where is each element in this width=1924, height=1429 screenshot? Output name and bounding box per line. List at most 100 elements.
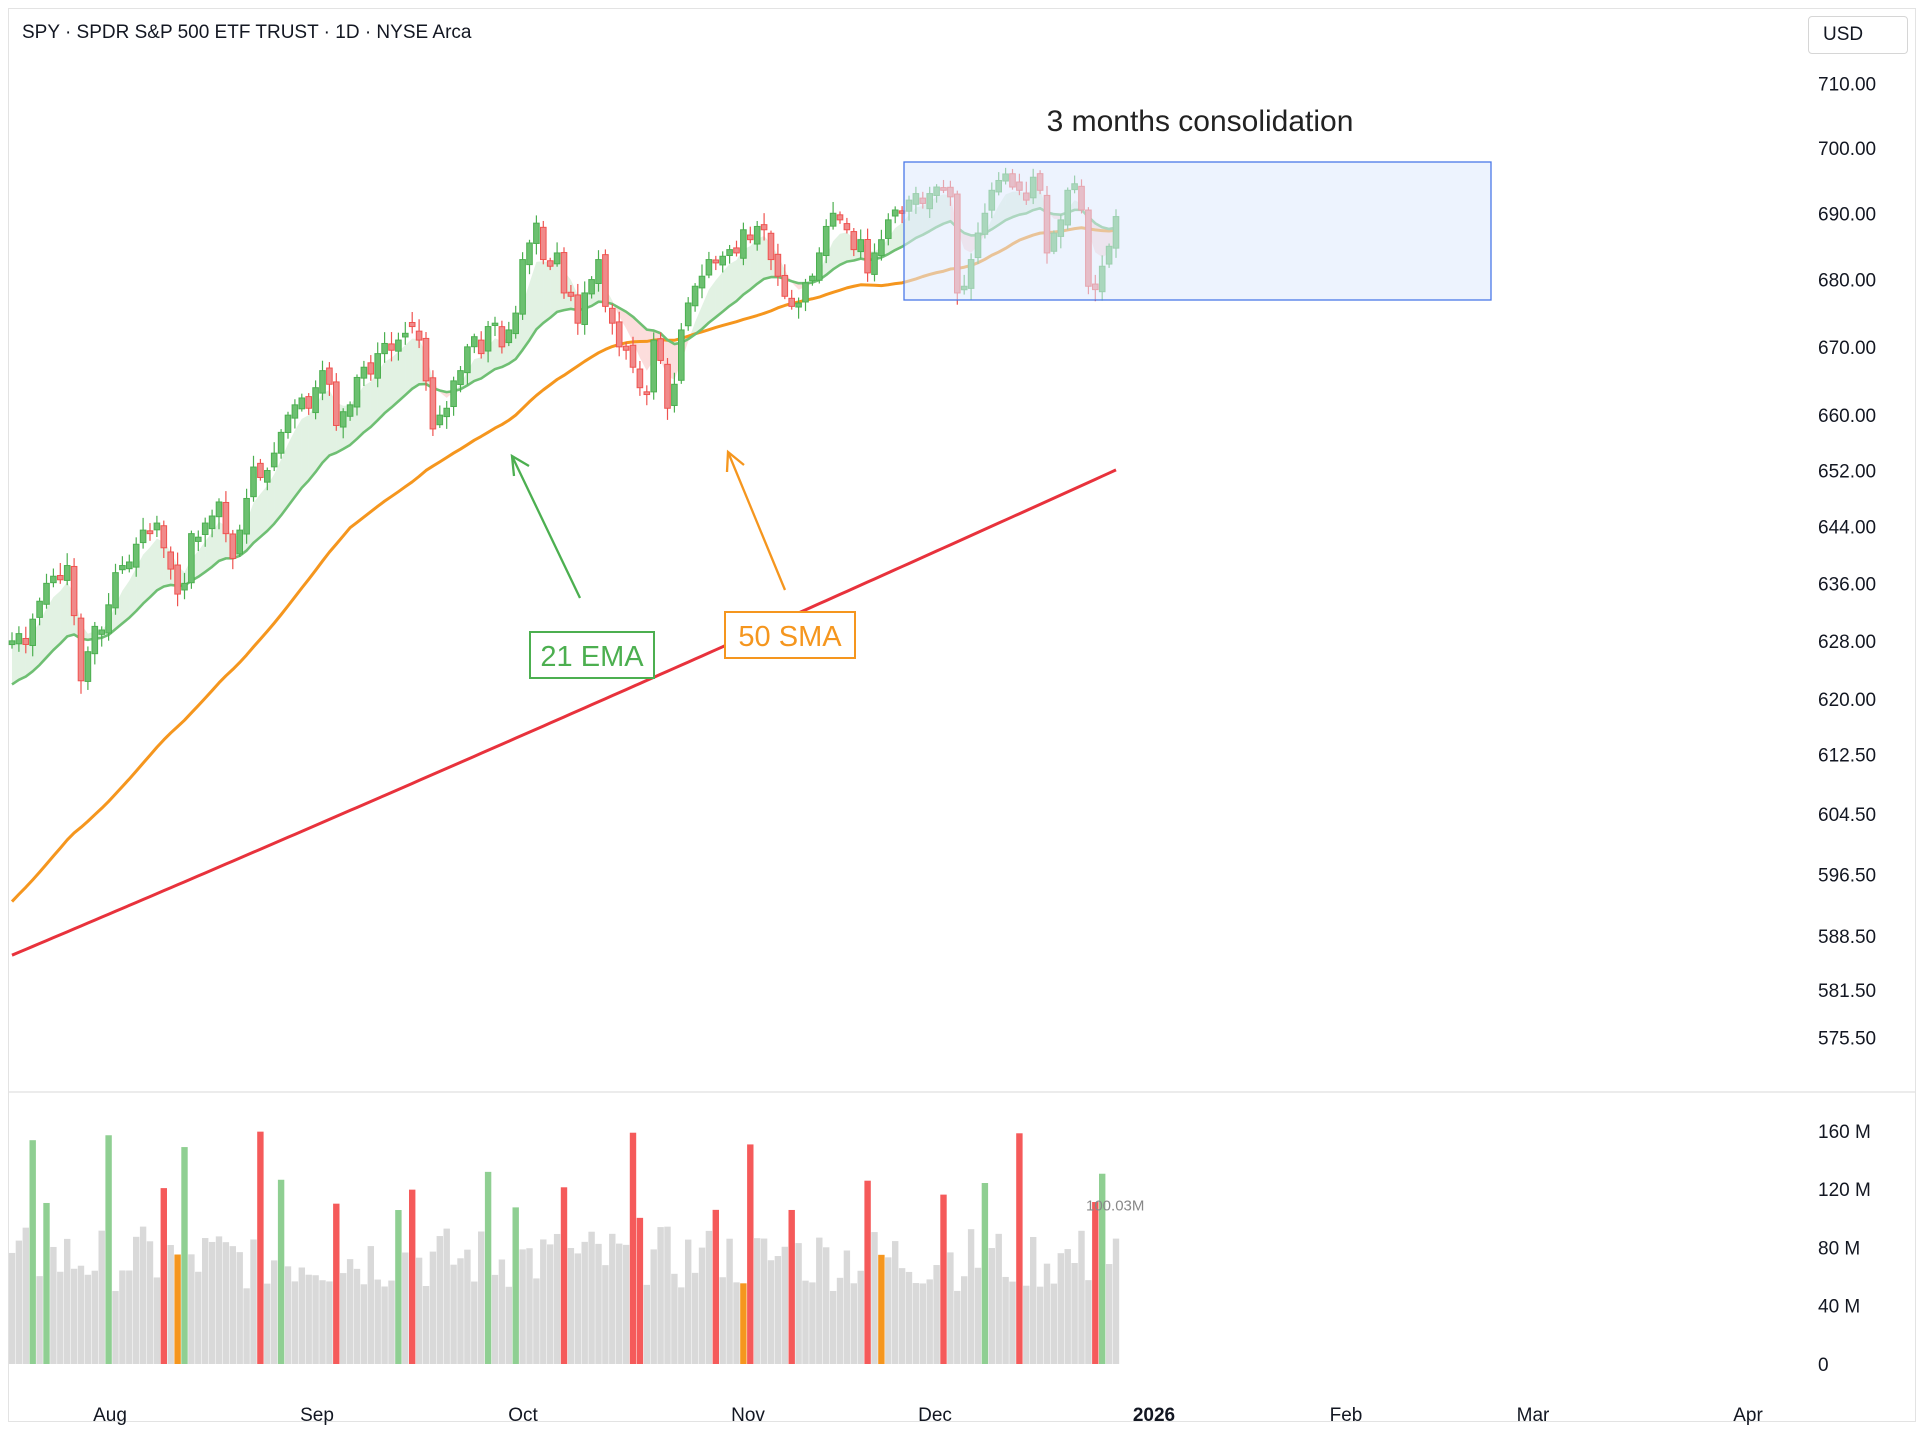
candle-body (850, 231, 858, 251)
time-tick-label: Aug (93, 1405, 127, 1426)
volume-bar (961, 1276, 968, 1364)
volume-bar (1016, 1133, 1023, 1364)
candle-body (132, 543, 140, 568)
volume-tick-label: 80 M (1818, 1238, 1860, 1259)
candle-body (98, 629, 106, 635)
candle-body (367, 362, 375, 375)
ribbon-segment (412, 338, 420, 389)
currency-button[interactable]: USD (1808, 16, 1908, 54)
annotations: 3 months consolidation 21 EMA 50 SMA (510, 105, 1492, 679)
volume-bar (1112, 1238, 1120, 1364)
volume-bar (64, 1238, 71, 1364)
volume-bar (181, 1147, 188, 1364)
candle-body (160, 525, 168, 549)
price-tick-label: 700.00 (1818, 139, 1876, 160)
volume-bar (981, 1183, 989, 1364)
volume-bar (443, 1228, 450, 1364)
time-tick-label: Oct (508, 1405, 538, 1426)
volume-bar (954, 1290, 961, 1364)
candle-body (636, 368, 644, 389)
volume-bar (139, 1226, 147, 1364)
candle-body (753, 225, 761, 245)
price-tick-label: 588.50 (1818, 927, 1876, 948)
volume-bar (70, 1268, 78, 1364)
axes: 710.00 700.00 690.00 680.00 670.00 660.00 652.… (9, 75, 1915, 1426)
price-tick-label: 628.00 (1818, 632, 1876, 653)
candle-body (829, 212, 837, 227)
candle-body (119, 565, 126, 571)
ribbon-segment (736, 249, 744, 302)
candle-body (91, 625, 99, 655)
volume-bar (36, 1276, 43, 1364)
volume-bar (1050, 1283, 1058, 1364)
candle-body (643, 391, 651, 396)
ema-label: 21 EMA (540, 641, 644, 673)
volume-bar (84, 1274, 92, 1364)
ribbon-segment (550, 259, 558, 318)
volume-bar (802, 1280, 809, 1364)
candle-body (505, 329, 513, 344)
volume-bar (215, 1236, 223, 1364)
ribbon-segment (729, 260, 737, 306)
ribbon-segment (474, 357, 482, 381)
volume-bar (1043, 1263, 1051, 1364)
ribbon-segment (888, 227, 896, 255)
candle-body (684, 302, 692, 327)
volume-bar (643, 1284, 650, 1364)
volume-bar (360, 1284, 368, 1364)
volume-bar (967, 1229, 975, 1364)
volume-bar (457, 1258, 464, 1364)
volume-bar (781, 1246, 788, 1364)
volume-bar (464, 1249, 471, 1364)
ribbon-segment (543, 261, 551, 323)
candle-body (264, 470, 271, 483)
ribbon-segment (12, 638, 19, 685)
candle-body (112, 572, 119, 609)
volume-bar (774, 1256, 782, 1364)
candle-body (50, 575, 57, 584)
volume-bar (988, 1248, 995, 1364)
candle-body (574, 294, 582, 324)
ribbon-segment (757, 235, 765, 284)
volume-bar (450, 1264, 457, 1364)
volume-bar (519, 1249, 526, 1364)
candle-body (671, 383, 678, 406)
volume-bar (381, 1286, 388, 1364)
candle-body (222, 501, 230, 535)
volume-bar (105, 1135, 112, 1364)
volume-bar (685, 1239, 692, 1364)
volume-bar (864, 1180, 871, 1364)
volume-bar (491, 1274, 499, 1364)
ribbon-segment (833, 233, 840, 270)
candle-body (450, 380, 457, 408)
candle-body (208, 515, 216, 530)
candle-body (512, 312, 520, 335)
candle-body (836, 214, 844, 221)
volume-bar (133, 1236, 140, 1364)
price-tick-label: 670.00 (1818, 338, 1876, 359)
candle-body (126, 561, 133, 570)
volume-bar (892, 1241, 899, 1364)
volume-bar (91, 1270, 98, 1364)
candle-body (201, 522, 209, 535)
volume-bar (326, 1281, 333, 1364)
ribbon-segment (591, 278, 599, 306)
price-tick-label: 644.00 (1818, 518, 1876, 539)
ribbon-segment (370, 371, 378, 427)
candle-body (533, 222, 540, 244)
volume-bar (885, 1257, 892, 1364)
candle-body (250, 466, 257, 498)
volume-bar (719, 1277, 726, 1364)
volume-bar (947, 1252, 954, 1364)
candle-body (691, 285, 699, 307)
candle-body (84, 651, 92, 682)
volume-bar (629, 1132, 637, 1364)
price-tick-label: 636.00 (1818, 574, 1876, 595)
ribbon-segment (288, 430, 295, 507)
volume-bar (1002, 1276, 1009, 1364)
candle-body (816, 252, 823, 281)
candle-body (195, 536, 202, 542)
volume-bar (829, 1290, 837, 1364)
ribbon-segment (322, 390, 330, 463)
